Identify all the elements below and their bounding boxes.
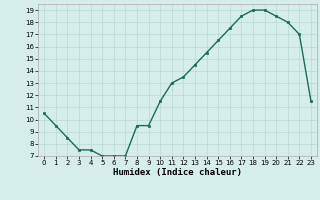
X-axis label: Humidex (Indice chaleur): Humidex (Indice chaleur) [113,168,242,177]
